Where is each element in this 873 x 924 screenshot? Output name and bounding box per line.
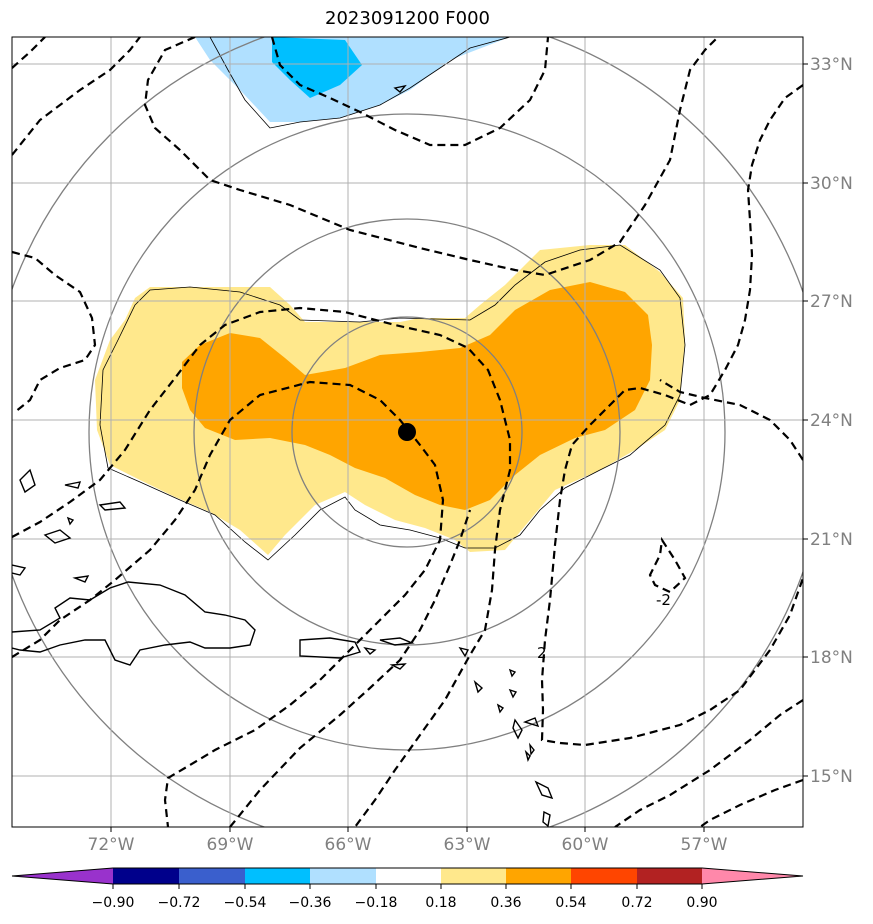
map-title: 2023091200 F000 — [325, 8, 490, 29]
colorbar: −0.90 −0.72 −0.54 −0.36 −0.18 0.18 0.36 … — [11, 867, 804, 911]
colorbar-tick-label: −0.90 — [92, 895, 135, 911]
colorbar-tick-label: −0.36 — [289, 895, 332, 911]
graticule — [12, 37, 803, 827]
lon-label-72w: 72°W — [88, 835, 135, 855]
contour-label-positive: 2 — [537, 644, 547, 662]
lat-label-27n: 27°N — [810, 292, 853, 312]
coastlines — [12, 84, 554, 827]
colorbar-extend-high — [702, 868, 803, 884]
lat-label-15n: 15°N — [810, 767, 853, 787]
zero-contour-main — [99, 244, 686, 561]
colorbar-segment — [310, 868, 376, 884]
colorbar-segment — [637, 868, 702, 884]
contour-label-negative: -2 — [656, 591, 671, 609]
lon-label-69w: 69°W — [207, 835, 254, 855]
lat-ticks — [803, 63, 808, 777]
colorbar-tick-label: 0.36 — [490, 895, 521, 911]
colorbar-tick-label: 0.72 — [621, 895, 652, 911]
lon-label-57w: 57°W — [681, 835, 728, 855]
positive-shading-medium — [182, 282, 652, 510]
map-plot-area: 2 -2 — [12, 37, 803, 827]
range-rings — [12, 37, 803, 827]
lon-label-66w: 66°W — [325, 835, 372, 855]
lon-label-60w: 60°W — [562, 835, 609, 855]
lat-label-21n: 21°N — [810, 530, 853, 550]
colorbar-segment — [441, 868, 506, 884]
lat-label-30n: 30°N — [810, 174, 853, 194]
lon-ticks — [110, 827, 705, 832]
colorbar-extend-low — [12, 868, 113, 884]
lon-label-63w: 63°W — [444, 835, 491, 855]
zero-contour-top — [209, 37, 511, 129]
colorbar-tick-label: −0.54 — [224, 895, 267, 911]
colorbar-segment — [245, 868, 310, 884]
lat-label-33n: 33°N — [810, 55, 853, 75]
lat-label-24n: 24°N — [810, 411, 853, 431]
colorbar-segment — [376, 868, 441, 884]
dashed-contours — [12, 37, 803, 827]
storm-center-marker — [398, 423, 416, 441]
colorbar-tick-label: 0.18 — [425, 895, 456, 911]
colorbar-tick-label: −0.72 — [158, 895, 201, 911]
colorbar-tick-label: 0.90 — [686, 895, 717, 911]
colorbar-tick-label: 0.54 — [555, 895, 586, 911]
colorbar-segment — [113, 868, 179, 884]
colorbar-segment — [571, 868, 637, 884]
plot-frame — [11, 36, 804, 828]
negative-shading-strong — [272, 37, 362, 98]
lat-label-18n: 18°N — [810, 648, 853, 668]
colorbar-tick-label: −0.18 — [355, 895, 398, 911]
colorbar-segment — [506, 868, 571, 884]
colorbar-segment — [179, 868, 245, 884]
